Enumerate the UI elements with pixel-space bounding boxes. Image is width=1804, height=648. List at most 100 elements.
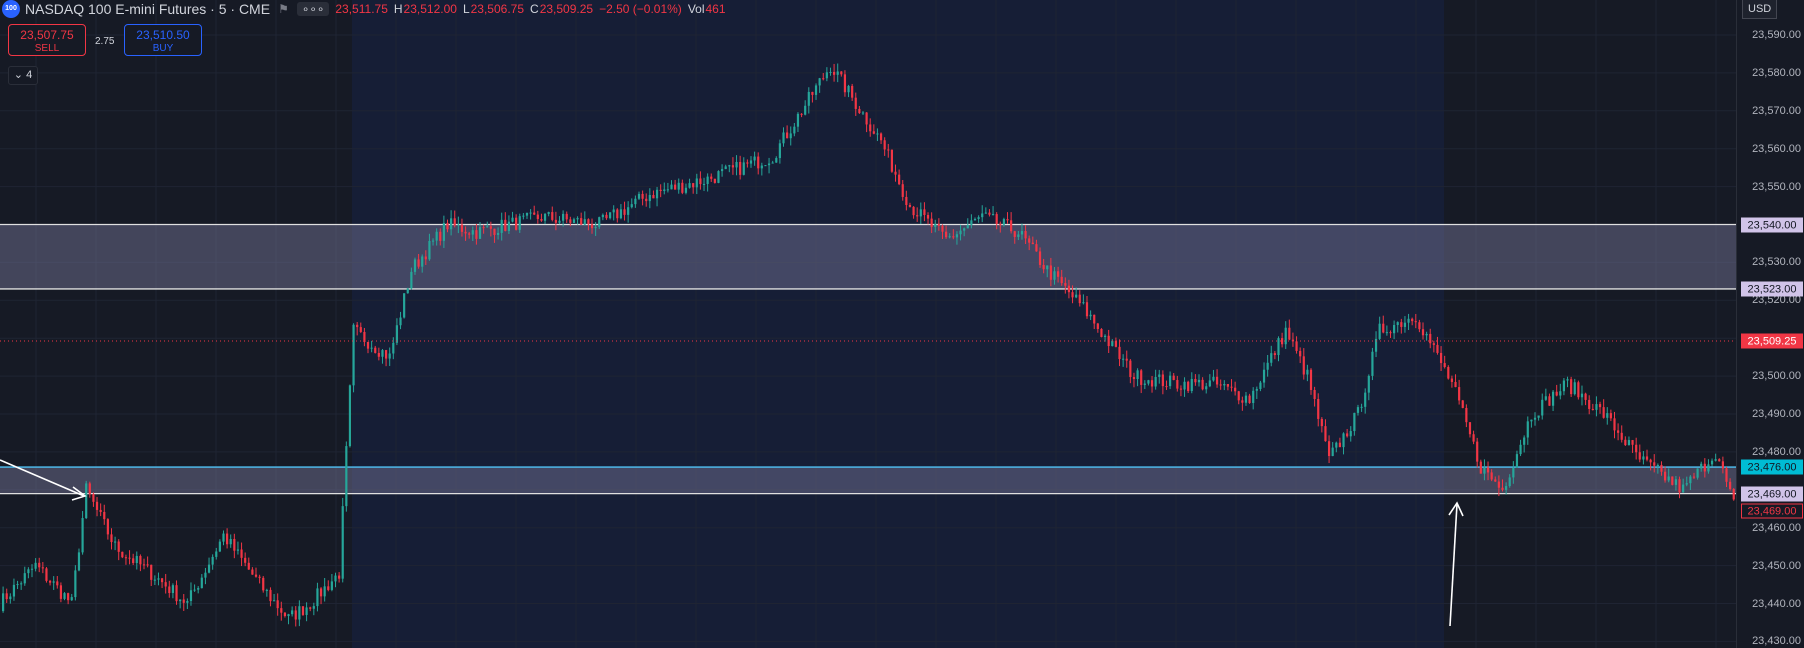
candle-body [713, 178, 716, 183]
candle-body [486, 226, 489, 228]
candle-body [435, 231, 438, 241]
candle-body [1389, 332, 1392, 334]
candle-body [1212, 376, 1215, 381]
annotation-arrow-up [1449, 503, 1458, 627]
candle-body [1273, 353, 1276, 356]
candle-body [908, 204, 912, 207]
candle-body [1306, 369, 1309, 375]
sell-button[interactable]: 23,507.75 SELL [8, 24, 86, 56]
candle-body [547, 212, 550, 214]
candle-body [692, 183, 695, 188]
candle-body [1103, 335, 1107, 337]
candle-body [699, 178, 702, 185]
candle-body [1393, 325, 1396, 334]
candle-body [1132, 377, 1136, 380]
candle-body [554, 219, 557, 223]
candle-body [1017, 234, 1020, 237]
indicators-toggle[interactable]: ⌄ 4 [8, 66, 38, 85]
candle-body [1252, 390, 1255, 404]
candle-body [760, 165, 763, 169]
candle-body [1179, 388, 1183, 390]
candle-body [1653, 462, 1656, 466]
candle-body [724, 166, 727, 170]
candle-body [1570, 379, 1573, 395]
candle-body [1378, 323, 1381, 339]
candle-body [240, 549, 243, 558]
price-axis[interactable]: 23,590.00 23,580.00 23,570.00 23,560.00 23,5… [1736, 0, 1804, 648]
candle-body [706, 176, 709, 184]
candle-body [334, 575, 337, 582]
candle-body [1418, 322, 1421, 330]
candle-body [1450, 378, 1454, 382]
currency-selector[interactable]: USD [1742, 0, 1778, 19]
candle-body [1049, 265, 1052, 280]
candle-body [377, 352, 380, 357]
chart-area[interactable] [0, 0, 1736, 648]
candle-body [1689, 476, 1692, 484]
candle-body [381, 350, 384, 357]
candle-body [1584, 393, 1587, 400]
candle-body [1259, 382, 1262, 389]
candle-body [934, 224, 937, 227]
symbol-title[interactable]: NASDAQ 100 E-mini Futures · 5 · CME [25, 1, 271, 17]
candle-body [316, 588, 319, 607]
flag-icon[interactable]: ⚑ [278, 2, 289, 16]
buy-button[interactable]: 23,510.50 BUY [124, 24, 202, 56]
candle-body [840, 71, 843, 75]
candle-body [392, 342, 395, 354]
candle-body [327, 586, 330, 590]
candle-body [1223, 384, 1226, 386]
candle-body [778, 143, 781, 159]
candle-body [1526, 421, 1529, 438]
candle-body [428, 240, 431, 260]
candle-body [1346, 433, 1349, 437]
candle-body [20, 583, 23, 585]
candle-body [1248, 395, 1251, 404]
candle-body [77, 552, 81, 571]
candle-body [522, 215, 525, 217]
candle-body [114, 541, 117, 543]
candle-body [110, 534, 113, 543]
candle-body [1150, 380, 1154, 387]
price-tag-zone-low-bottom: 23,469.00 [1741, 486, 1803, 502]
candle-body [229, 538, 232, 545]
candle-body [453, 218, 456, 226]
candle-body [384, 350, 388, 359]
candle-body [688, 183, 691, 188]
candlestick-chart[interactable] [0, 0, 1736, 648]
candle-body [1060, 276, 1063, 284]
candle-body [269, 589, 272, 602]
price-tick-label: 23,430.00 [1752, 635, 1801, 648]
candle-body [388, 353, 391, 359]
zone-1-fill [0, 224, 1736, 289]
candle-body [70, 597, 73, 601]
more-icon[interactable]: ∘∘∘ [296, 2, 330, 16]
candle-body [807, 91, 810, 106]
candle-body [1006, 219, 1009, 221]
candle-body [1671, 476, 1674, 485]
candle-body [1465, 407, 1468, 423]
candle-body [1490, 472, 1493, 480]
candle-body [85, 483, 88, 519]
candle-body [117, 541, 120, 552]
candle-body [1075, 294, 1078, 298]
candle-body [1085, 302, 1089, 317]
close-key: C [530, 2, 539, 16]
candle-body [1718, 459, 1721, 462]
candle-body [211, 556, 214, 565]
candle-body [1038, 251, 1042, 265]
candle-body [1208, 380, 1211, 387]
candle-body [1476, 441, 1479, 462]
candle-body [1338, 442, 1342, 448]
candle-body [1530, 419, 1533, 422]
candle-body [1508, 477, 1511, 487]
candle-body [1013, 231, 1016, 237]
candle-body [1494, 479, 1497, 482]
candle-body [1078, 294, 1081, 304]
candle-body [1234, 387, 1237, 392]
candle-body [215, 551, 218, 557]
candle-body [742, 162, 745, 175]
candle-body [1483, 467, 1486, 474]
candle-body [717, 171, 720, 183]
candle-body [319, 588, 323, 597]
